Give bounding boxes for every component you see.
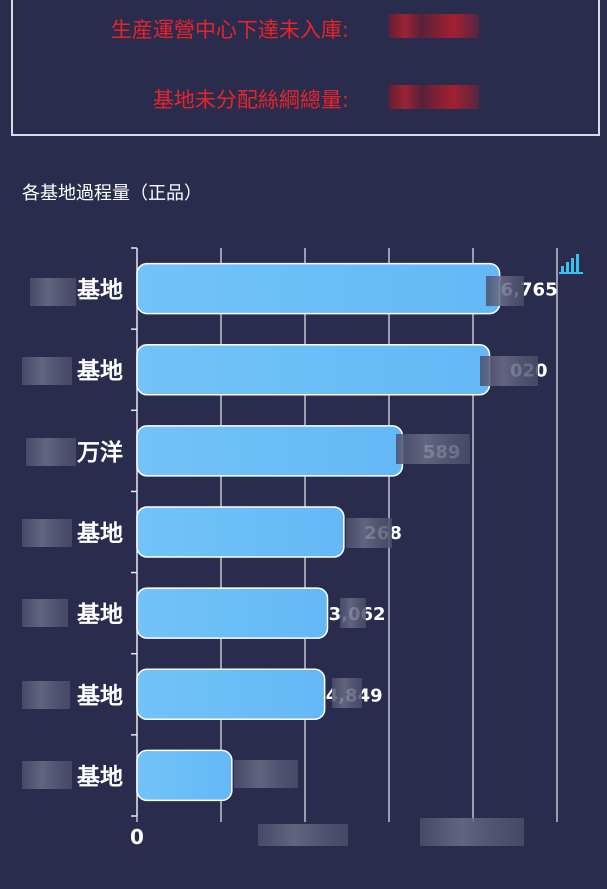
- bar: [136, 749, 233, 802]
- bar: [136, 587, 329, 639]
- chart-title: 各基地過程量（正品）: [22, 183, 202, 204]
- bar: [136, 262, 501, 315]
- bar: [136, 425, 404, 477]
- category-label: 基地: [77, 683, 123, 709]
- redacted-value-label-4: [346, 518, 392, 548]
- redacted-category-2: [22, 357, 72, 385]
- bar: [136, 343, 491, 396]
- redacted-axis-tick-1: [258, 824, 348, 846]
- category-label: 基地: [77, 359, 123, 385]
- redacted-value-2: [389, 85, 479, 109]
- redacted-category-6: [22, 681, 70, 709]
- redacted-value-label-7: [234, 760, 298, 788]
- redacted-axis-tick-2: [420, 818, 524, 846]
- redacted-value-label-2: [480, 356, 538, 386]
- summary-panel: 生産運營中心下達未入庫: 基地未分配絲綱總量:: [11, 0, 600, 136]
- x-tick-label: 0: [130, 825, 144, 849]
- redacted-value-label-1: [486, 276, 524, 306]
- redacted-category-1: [30, 278, 76, 306]
- bar: [136, 506, 345, 558]
- redacted-value-1: [389, 14, 479, 38]
- bar: [136, 668, 326, 721]
- bar-chart-icon[interactable]: [559, 252, 585, 274]
- redacted-value-label-6: [332, 678, 362, 708]
- bar-chart: 基地6,765基地020万洋589基地268基地3,062基地4,849基地0: [0, 228, 607, 868]
- unallocated-silk-label: 基地未分配絲綱總量:: [152, 88, 349, 112]
- category-label: 基地: [77, 764, 123, 790]
- category-label: 万洋: [77, 439, 123, 466]
- category-label: 基地: [77, 521, 123, 547]
- redacted-category-4: [22, 519, 72, 547]
- category-label: 基地: [77, 602, 123, 628]
- redacted-value-label-3: [396, 434, 470, 464]
- category-label: 基地: [77, 278, 123, 304]
- bar-chart-svg: 基地6,765基地020万洋589基地268基地3,062基地4,849基地0: [77, 247, 558, 849]
- redacted-value-label-5: [340, 598, 366, 628]
- redacted-category-7: [22, 761, 72, 789]
- redacted-category-5: [22, 599, 68, 627]
- undelivered-label: 生産運營中心下達未入庫:: [110, 18, 349, 42]
- redacted-category-3: [26, 438, 76, 466]
